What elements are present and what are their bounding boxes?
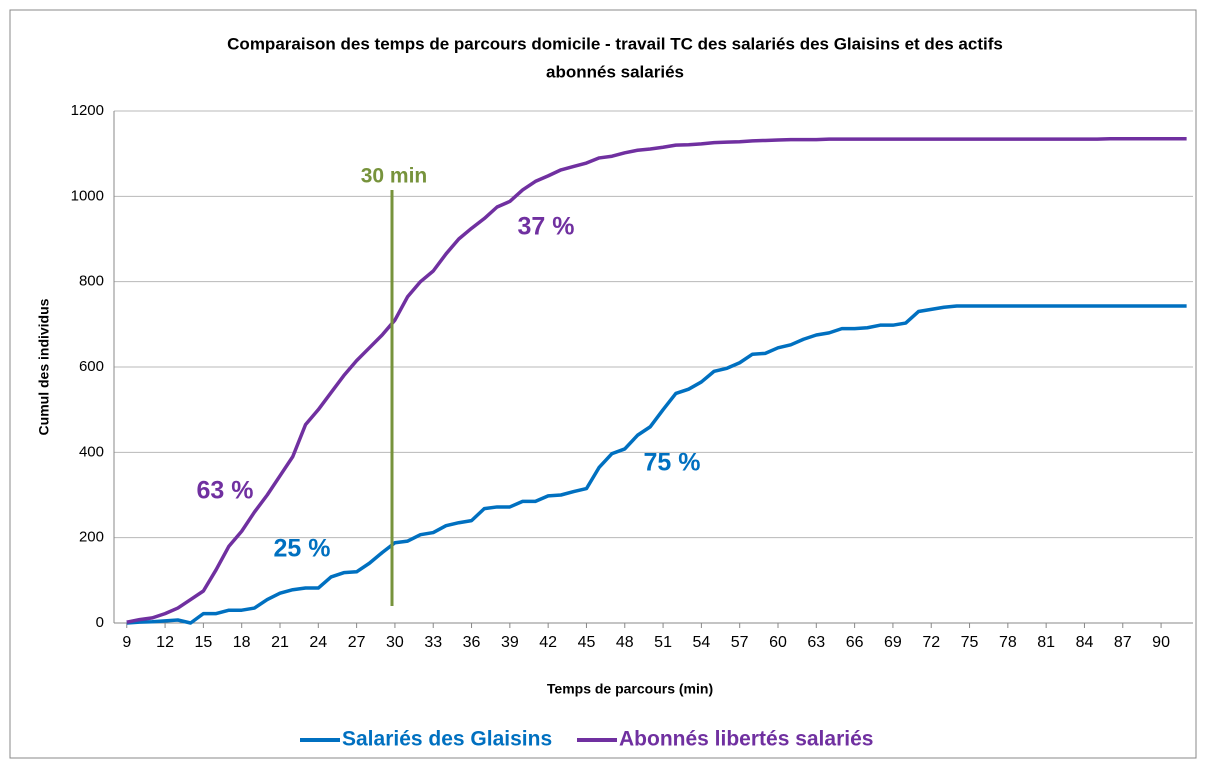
series-line	[126, 304, 1187, 625]
x-tick-label: 54	[692, 634, 710, 651]
x-tick-label: 9	[122, 634, 131, 651]
x-tick-label: 36	[463, 634, 481, 651]
x-tick-label: 60	[769, 634, 787, 651]
x-tick-label: 63	[807, 634, 825, 651]
legend-label: Salariés des Glaisins	[342, 728, 552, 751]
x-tick-label: 39	[501, 634, 519, 651]
x-tick-label: 87	[1114, 634, 1132, 651]
annotation: 37 %	[518, 213, 575, 241]
x-tick-label: 18	[233, 634, 251, 651]
x-tick-label: 24	[309, 634, 327, 651]
chart-title: Comparaison des temps de parcours domici…	[227, 34, 1003, 53]
x-tick-label: 72	[922, 634, 940, 651]
x-tick-label: 42	[539, 634, 557, 651]
y-tick-label: 200	[79, 529, 104, 546]
chart-title: abonnés salariés	[546, 62, 684, 81]
x-tick-label: 66	[846, 634, 864, 651]
x-tick-label: 78	[999, 634, 1017, 651]
annotation: 75 %	[644, 449, 701, 477]
y-tick-label: 1000	[71, 187, 104, 204]
x-tick-label: 69	[884, 634, 902, 651]
y-tick-label: 0	[96, 614, 104, 631]
annotation: 30 min	[361, 165, 428, 188]
x-axis-label: Temps de parcours (min)	[547, 681, 713, 697]
x-tick-label: 30	[386, 634, 404, 651]
x-tick-label: 45	[578, 634, 596, 651]
x-tick-label: 27	[348, 634, 366, 651]
x-tick-label: 15	[194, 634, 212, 651]
x-tick-label: 75	[961, 634, 979, 651]
y-axis-label: Cumul des individus	[36, 298, 52, 435]
legend-label: Abonnés libertés salariés	[619, 728, 873, 751]
x-tick-label: 84	[1076, 634, 1094, 651]
x-tick-label: 57	[731, 634, 749, 651]
y-tick-label: 800	[79, 273, 104, 290]
x-tick-label: 51	[654, 634, 672, 651]
x-tick-label: 33	[424, 634, 442, 651]
x-tick-label: 21	[271, 634, 289, 651]
y-tick-label: 600	[79, 358, 104, 375]
x-tick-label: 90	[1152, 634, 1170, 651]
series-line	[126, 136, 1187, 624]
chart-border	[9, 9, 1197, 759]
annotation: 63 %	[197, 477, 254, 505]
y-tick-label: 1200	[71, 102, 104, 119]
y-tick-label: 400	[79, 443, 104, 460]
x-tick-label: 12	[156, 634, 174, 651]
x-tick-label: 81	[1037, 634, 1055, 651]
annotation: 25 %	[274, 535, 331, 563]
x-tick-label: 48	[616, 634, 634, 651]
